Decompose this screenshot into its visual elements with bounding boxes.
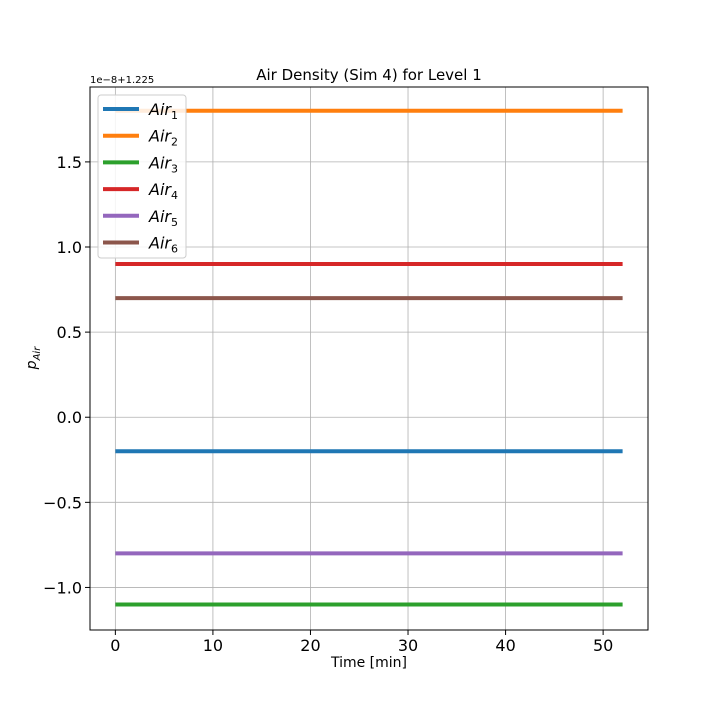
y-tick-label: 0.5	[57, 323, 82, 342]
legend-label-base: Air	[148, 234, 172, 253]
legend-label-air-2: Air2	[148, 127, 178, 149]
legend-label-air-5: Air5	[148, 207, 178, 229]
y-tick-label: 1.5	[57, 153, 82, 172]
x-tick-label: 0	[110, 636, 120, 655]
legend-label-base: Air	[148, 127, 172, 146]
x-axis-ticks: 0 10 20 30 40 50	[110, 630, 613, 655]
y-tick-label: −1.0	[43, 578, 82, 597]
legend-label-base: Air	[148, 180, 172, 199]
legend-label-sub: 5	[171, 216, 178, 229]
legend-label-sub: 4	[171, 189, 178, 202]
y-axis-ticks: −1.0 −0.5 0.0 0.5 1.0 1.5	[43, 153, 90, 597]
legend-label-sub: 3	[171, 162, 178, 175]
legend-label-air-6: Air6	[148, 234, 178, 256]
legend-label-air-1: Air1	[148, 100, 178, 122]
legend-label-base: Air	[148, 207, 172, 226]
x-tick-label: 50	[593, 636, 613, 655]
chart-title: Air Density (Sim 4) for Level 1	[256, 66, 482, 84]
y-tick-label: 0.0	[57, 408, 82, 427]
y-axis-label: pAir	[24, 346, 43, 371]
y-tick-label: 1.0	[57, 238, 82, 257]
legend-label-air-4: Air4	[148, 180, 178, 202]
legend-label-base: Air	[148, 100, 172, 119]
y-axis-label-sub: Air	[32, 346, 43, 362]
legend-label-sub: 2	[171, 136, 178, 149]
plot-frame	[89, 86, 649, 631]
legend-label-sub: 1	[171, 109, 178, 122]
legend-label-sub: 6	[171, 243, 178, 256]
x-tick-label: 10	[203, 636, 223, 655]
x-tick-label: 20	[300, 636, 320, 655]
x-axis-label: Time [min]	[330, 655, 407, 671]
y-tick-label: −0.5	[43, 493, 82, 512]
series-lines	[115, 108, 623, 607]
x-tick-label: 30	[398, 636, 418, 655]
legend-label-air-3: Air3	[148, 153, 178, 175]
legend-label-base: Air	[148, 153, 172, 172]
x-tick-label: 40	[495, 636, 515, 655]
y-axis-label-main: p	[24, 360, 40, 370]
y-offset-text: 1e−8+1.225	[90, 75, 154, 86]
